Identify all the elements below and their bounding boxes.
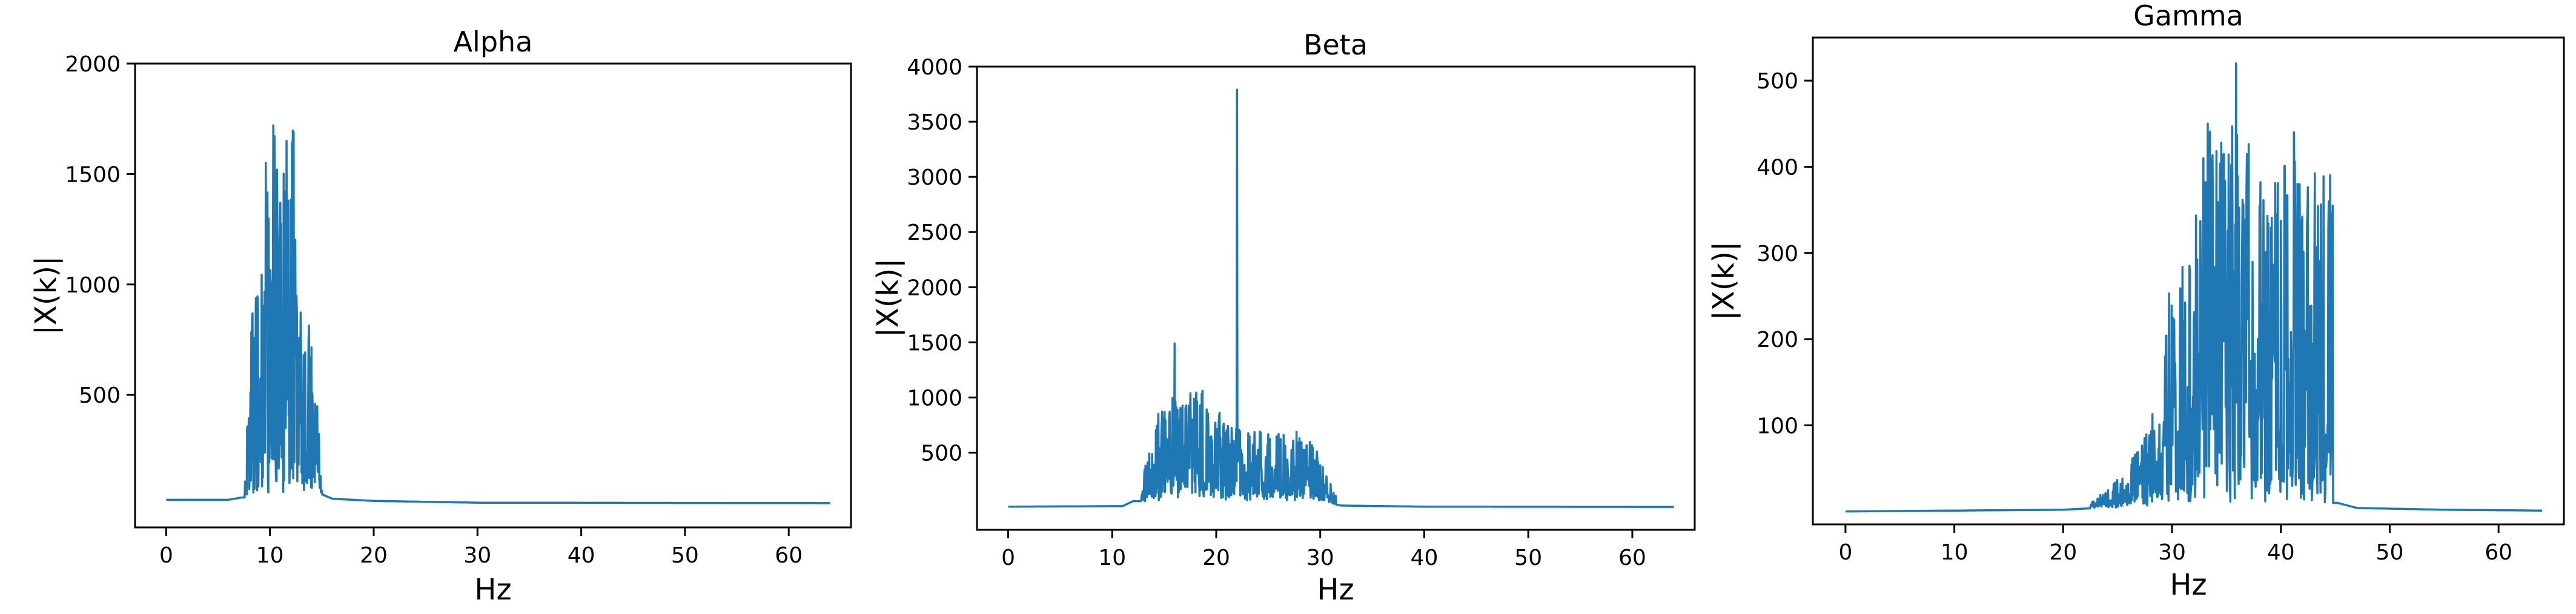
gamma-y-tick-label: 500: [1757, 69, 1798, 94]
beta-y-tick-label: 2000: [907, 276, 962, 300]
gamma-x-tick-label: 40: [2267, 540, 2295, 565]
beta-x-tick-label: 30: [1306, 546, 1334, 570]
alpha-x-tick-label: 60: [775, 543, 803, 568]
gamma-x-tick-label: 0: [1838, 540, 1852, 565]
beta-y-axis-label: |X(k)|: [871, 259, 905, 337]
beta-x-tick-label: 20: [1202, 546, 1230, 570]
alpha-title: Alpha: [454, 25, 533, 58]
gamma-y-tick-label: 200: [1757, 328, 1798, 352]
alpha-spectrum-line: [165, 124, 831, 504]
gamma-x-tick-label: 10: [1941, 540, 1968, 565]
alpha-series: [165, 124, 831, 504]
beta-x-tick-label: 10: [1098, 546, 1126, 570]
alpha-y-tick-label: 500: [79, 383, 121, 408]
beta-x-tick-label: 0: [1001, 546, 1015, 570]
beta-y-tick-label: 1500: [907, 331, 962, 355]
beta-y-tick-label: 3000: [907, 165, 962, 190]
alpha-x-tick-label: 50: [671, 543, 699, 568]
gamma-y-tick-label: 400: [1757, 155, 1798, 180]
gamma-y-axis-label: |X(k)|: [1707, 242, 1741, 320]
alpha-plot-frame: [134, 62, 852, 529]
gamma-series: [1844, 62, 2543, 513]
beta-spectrum-line: [1007, 88, 1675, 508]
beta-y-tick-label: 1000: [907, 386, 962, 411]
alpha-x-axis-label: Hz: [474, 573, 511, 607]
chart-alpha: 0 10 20 30 40 50 60 500 1000 1500 2000 Alpha Hz |…: [29, 25, 852, 607]
alpha-x-tick-label: 0: [159, 543, 173, 568]
gamma-x-axis-label: Hz: [2170, 568, 2207, 602]
beta-y-tick-label: 500: [921, 441, 962, 466]
beta-x-tick-label: 40: [1411, 546, 1439, 570]
gamma-x-tick-label: 30: [2158, 540, 2186, 565]
gamma-x-tick-label: 60: [2485, 540, 2512, 565]
beta-y-ticks: 500 1000 1500 2000 2500 3000 3500 4000: [907, 55, 977, 466]
gamma-x-tick-label: 20: [2049, 540, 2077, 565]
alpha-y-axis-label: |X(k)|: [29, 256, 63, 335]
alpha-x-ticks: 0 10 20 30 40 50 60: [159, 527, 803, 568]
alpha-x-tick-label: 30: [463, 543, 491, 568]
gamma-x-ticks: 0 10 20 30 40 50 60: [1838, 524, 2512, 565]
beta-x-ticks: 0 10 20 30 40 50 60: [1001, 530, 1646, 570]
alpha-y-tick-label: 1000: [65, 273, 121, 298]
gamma-x-tick-label: 50: [2376, 540, 2404, 565]
beta-y-tick-label: 4000: [907, 55, 962, 80]
beta-title: Beta: [1303, 28, 1368, 61]
gamma-y-tick-label: 300: [1757, 242, 1798, 266]
alpha-y-tick-label: 2000: [65, 52, 121, 77]
chart-beta: 0 10 20 30 40 50 60 500 1000 1500 2000 2500 3000 350…: [871, 28, 1696, 607]
gamma-y-tick-label: 100: [1757, 414, 1798, 438]
gamma-title: Gamma: [2133, 0, 2243, 32]
gamma-spectrum-line: [1844, 62, 2543, 513]
beta-plot-frame: [976, 65, 1696, 531]
beta-x-tick-label: 50: [1514, 546, 1542, 570]
beta-y-tick-label: 3500: [907, 110, 962, 135]
alpha-x-tick-label: 40: [568, 543, 595, 568]
alpha-x-tick-label: 20: [360, 543, 388, 568]
beta-series: [1007, 88, 1675, 508]
alpha-y-tick-label: 1500: [65, 162, 121, 187]
gamma-plot-frame: [1812, 36, 2565, 526]
alpha-y-ticks: 500 1000 1500 2000: [65, 52, 135, 408]
beta-y-tick-label: 2500: [907, 220, 962, 245]
gamma-y-ticks: 100 200 300 400 500: [1757, 69, 1813, 438]
beta-x-axis-label: Hz: [1317, 573, 1354, 607]
alpha-x-tick-label: 10: [256, 543, 284, 568]
beta-x-tick-label: 60: [1618, 546, 1646, 570]
chart-gamma: 0 10 20 30 40 50 60 100 200 300 400 500 Gamma Hz |…: [1707, 0, 2565, 602]
